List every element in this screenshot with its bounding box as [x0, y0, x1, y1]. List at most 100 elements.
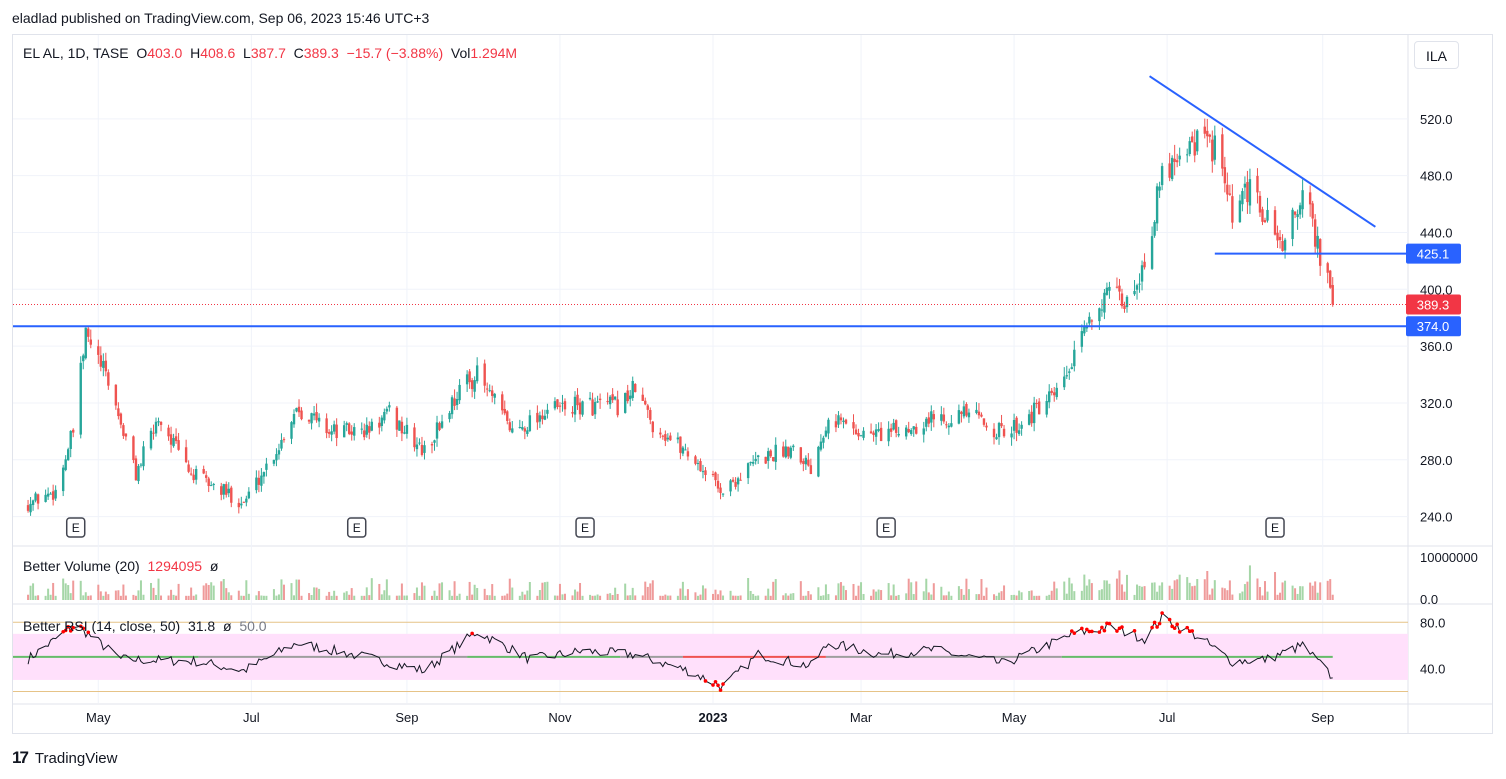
volume-bar	[1123, 591, 1126, 600]
candle-body	[1186, 154, 1189, 156]
candle-body	[1030, 411, 1033, 424]
volume-bar	[84, 592, 87, 600]
footer-brand[interactable]: 17 TradingView	[12, 748, 117, 768]
candle-body	[1208, 134, 1211, 137]
candle-body	[576, 394, 579, 406]
price-tick-label: 280.0	[1420, 453, 1453, 468]
volume-bar	[1151, 582, 1154, 600]
volume-bar	[967, 589, 970, 600]
rsi-extreme-marker	[78, 624, 83, 629]
volume-bar	[993, 594, 996, 600]
candle-body	[1138, 283, 1141, 285]
candle-body	[681, 447, 685, 454]
candle-body	[1226, 184, 1229, 195]
rsi-extreme-marker	[716, 683, 720, 688]
currency-selector[interactable]: ILA	[1414, 41, 1459, 69]
candle-body	[679, 436, 682, 453]
candle-body	[458, 384, 461, 401]
candle-body	[1168, 163, 1171, 178]
volume-bar	[1013, 594, 1016, 600]
volume-bar	[644, 581, 647, 600]
volume-bar	[265, 595, 268, 600]
volume-bar	[315, 587, 318, 600]
volume-bar	[664, 594, 667, 600]
volume-bar	[712, 593, 715, 600]
volume-bar	[799, 581, 802, 600]
candle-body	[245, 498, 248, 503]
earnings-marker-label: E	[581, 521, 589, 535]
earnings-marker-icon[interactable]: E	[346, 517, 367, 538]
candle-body	[626, 390, 629, 402]
volume-bar	[912, 594, 915, 600]
volume-bar	[789, 593, 792, 600]
candle-body	[563, 401, 567, 410]
candle-body	[932, 414, 936, 420]
volume-bar	[418, 595, 421, 600]
candles	[26, 118, 1334, 516]
volume-bar	[870, 595, 873, 600]
candle-body	[616, 399, 619, 416]
horizontal-line-price-label: 374.0	[1417, 319, 1450, 334]
volume-bar	[1035, 595, 1038, 600]
volume-bar	[915, 581, 918, 600]
volume-bar	[1221, 587, 1224, 600]
candle-body	[1048, 391, 1051, 403]
candle-body	[804, 457, 808, 465]
candle-body	[290, 422, 293, 439]
volume-bar	[839, 582, 842, 600]
brand-name: TradingView	[34, 749, 118, 767]
volume-bar	[423, 585, 426, 600]
candle-body	[556, 399, 559, 407]
volume-indicator-legend[interactable]: Better Volume (20) 1294095 ø	[23, 558, 218, 574]
close-label: C	[293, 45, 304, 61]
volume-bar	[300, 595, 303, 600]
rsi-indicator-legend[interactable]: Better RSI (14, close, 50) 31.8 ø 50.0	[23, 618, 267, 634]
candle-body	[538, 415, 542, 422]
candle-body	[167, 427, 170, 437]
candle-body	[1055, 387, 1058, 398]
volume-bar	[1158, 585, 1161, 600]
volume-bar	[541, 582, 544, 600]
candle-body	[1000, 423, 1003, 427]
earnings-marker-icon[interactable]: E	[876, 517, 896, 538]
volume-bar	[441, 582, 444, 600]
volume-bar	[995, 595, 998, 600]
last-price-label: 389.3	[1417, 297, 1450, 312]
candle-body	[907, 429, 910, 433]
candle-body	[1263, 220, 1267, 223]
candle-body	[1032, 402, 1036, 424]
volume-bar	[875, 591, 878, 600]
volume-bar	[318, 588, 321, 600]
volume-bar	[308, 593, 311, 600]
volume-value: 1.294M	[470, 45, 518, 61]
volume-tick-label: 0.0	[1420, 592, 1438, 607]
volume-bar	[1055, 588, 1058, 600]
earnings-marker-icon[interactable]: E	[65, 517, 86, 538]
volume-bar	[767, 588, 770, 600]
volume-indicator-value: 1294095	[147, 558, 203, 574]
earnings-marker-icon[interactable]: E	[575, 517, 595, 538]
candle-body	[664, 434, 667, 441]
rsi-extreme-marker	[86, 630, 91, 635]
candle-body	[925, 418, 928, 427]
candle-body	[927, 417, 930, 424]
time-tick-label: Sep	[1311, 710, 1334, 725]
candle-body	[36, 494, 40, 504]
volume-bar	[704, 588, 707, 600]
volume-bar	[415, 587, 418, 600]
candle-body	[1308, 192, 1312, 205]
volume-bar	[852, 583, 855, 600]
candle-body	[1173, 158, 1176, 163]
volume-bar	[651, 580, 654, 600]
volume-bar	[694, 592, 697, 600]
time-tick-label: 2023	[699, 710, 728, 725]
candle-body	[721, 493, 725, 495]
candle-body	[634, 383, 637, 393]
candle-body	[46, 493, 50, 497]
rsi-extreme-marker	[63, 628, 68, 633]
volume-bar	[543, 582, 546, 600]
earnings-marker-icon[interactable]: E	[1265, 517, 1285, 538]
candle-body	[611, 394, 614, 401]
candle-body	[119, 413, 123, 425]
